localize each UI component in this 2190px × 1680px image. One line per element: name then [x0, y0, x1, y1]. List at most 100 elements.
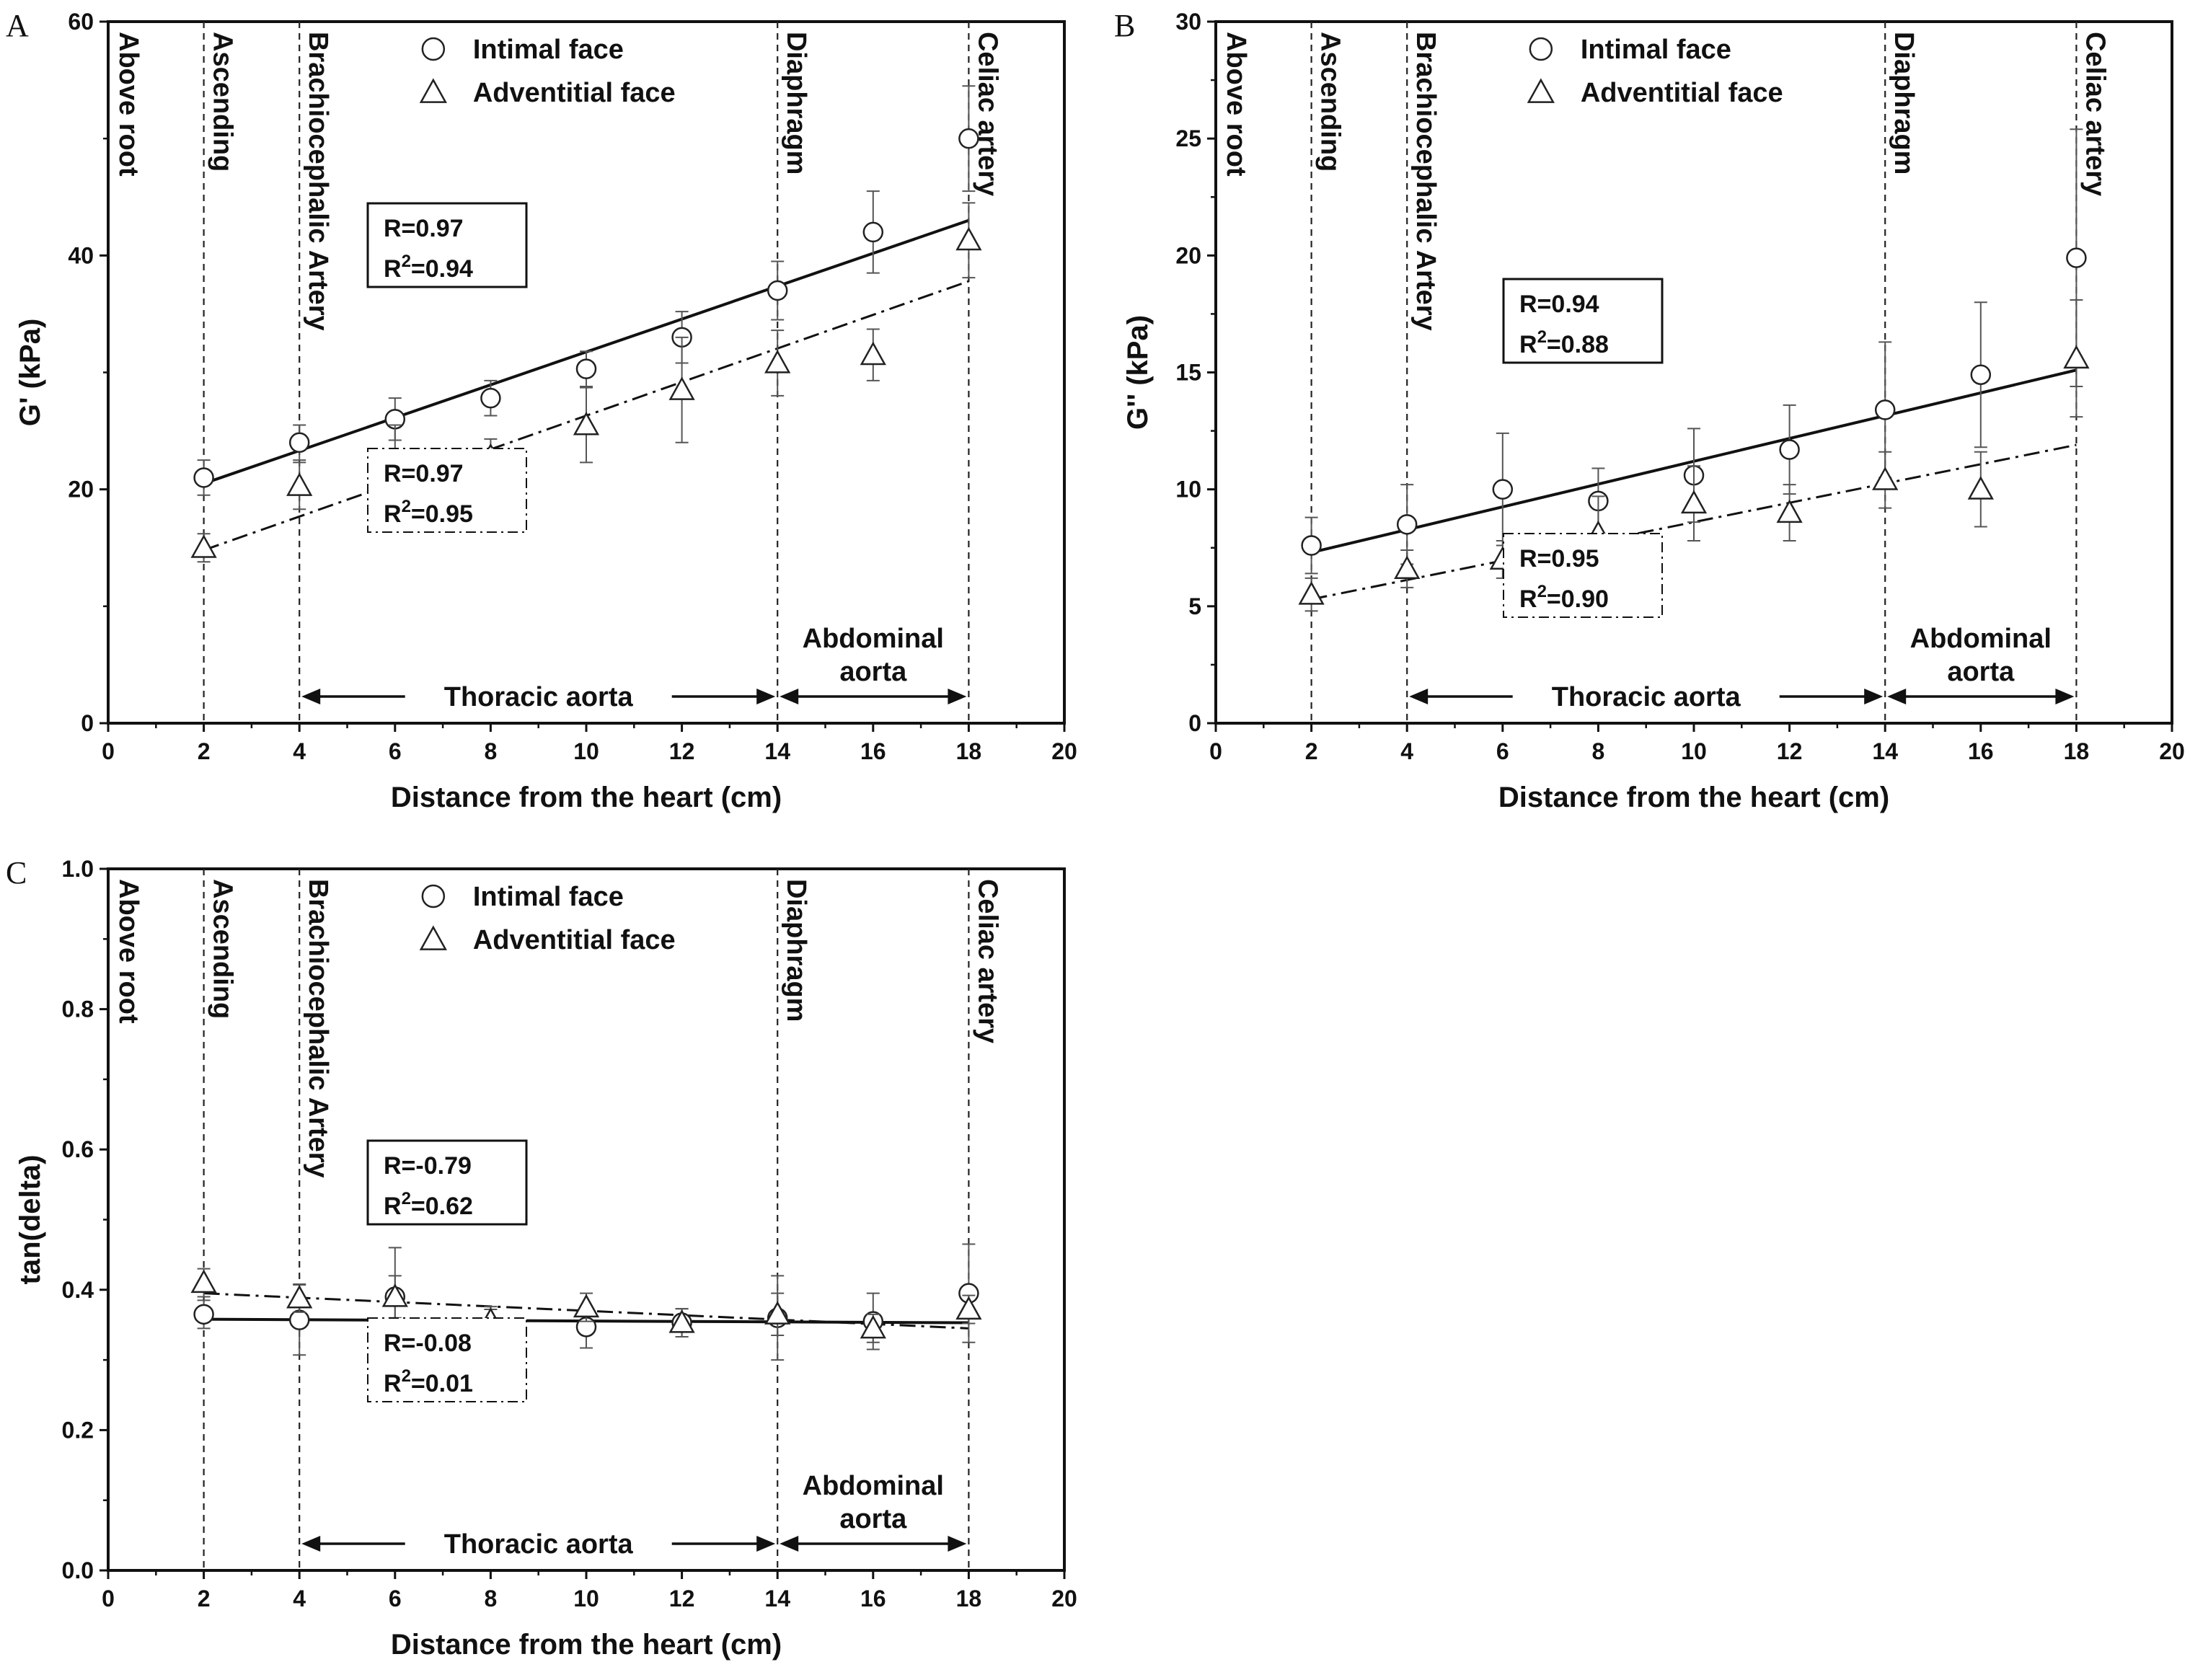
vline-label: Diaphragm — [1889, 32, 1919, 174]
legend-marker-triangle — [419, 78, 447, 103]
vline-label: Brachiocephalic Artery — [303, 32, 333, 331]
y-tick-label: 40 — [68, 242, 94, 268]
data-point-triangle — [381, 1283, 408, 1307]
region-arrowhead-right — [948, 689, 967, 704]
stat-box — [1503, 533, 1663, 618]
x-tick-label: 8 — [1592, 738, 1605, 764]
region-arrowhead-left — [780, 689, 799, 704]
vline-label: Brachiocephalic Artery — [1410, 32, 1441, 331]
data-point-circle — [2066, 247, 2087, 268]
data-point-circle — [1970, 364, 1992, 385]
vline-label: Ascending — [208, 879, 238, 1019]
x-tick-label: 10 — [1681, 738, 1707, 764]
y-tick-label: 0.6 — [62, 1136, 94, 1162]
x-axis-label: Distance from the heart (cm) — [1498, 782, 1889, 813]
stat-box — [366, 202, 528, 288]
stat-box — [367, 448, 527, 533]
region-arrowhead-left — [301, 689, 321, 704]
chart-panel-a: A Above root Ascending Brachiocephalic Arte… — [6, 8, 1077, 813]
vline-label: Above root — [113, 879, 144, 1024]
region-arrowhead-right — [756, 1536, 776, 1552]
region-label: Abdominal — [803, 1471, 944, 1501]
data-point-triangle — [1872, 467, 1899, 490]
stat-r2: R2=0.95 — [384, 497, 473, 528]
legend-marker-triangle — [1527, 78, 1555, 103]
x-tick-label: 6 — [1496, 738, 1509, 764]
region-arrowhead-right — [2055, 689, 2075, 704]
panel-letter: B — [1114, 8, 1135, 43]
data-point-triangle — [1967, 476, 1994, 500]
y-tick-label: 60 — [68, 9, 94, 35]
region-label: Abdominal — [803, 624, 944, 654]
y-tick-label: 25 — [1175, 125, 1201, 151]
y-tick-label: 15 — [1175, 360, 1201, 386]
region-label: Thoracic aorta — [444, 682, 634, 712]
data-point-triangle — [860, 341, 886, 366]
x-tick-label: 12 — [1777, 738, 1803, 764]
x-axis-label: Distance from the heart (cm) — [391, 782, 782, 813]
data-point-triangle — [955, 1296, 982, 1320]
region-label-bg — [405, 679, 672, 714]
x-tick-label: 20 — [2159, 738, 2185, 764]
series-adventitial — [190, 202, 982, 563]
x-tick-label: 0 — [102, 1586, 115, 1612]
y-axis-label: G'' (kPa) — [1122, 315, 1154, 430]
data-point-triangle — [764, 1301, 791, 1325]
data-point-circle — [1396, 514, 1418, 535]
region-label-bg — [405, 1526, 672, 1561]
x-tick-label: 8 — [485, 738, 498, 764]
data-point-triangle — [668, 376, 695, 400]
y-tick-label: 1.0 — [62, 856, 94, 882]
legend-marker-triangle — [419, 925, 447, 950]
region-arrowhead-left — [301, 1536, 321, 1552]
x-tick-label: 10 — [573, 1586, 599, 1612]
legend-label: Adventitial face — [473, 925, 676, 955]
data-point-triangle — [1298, 581, 1325, 605]
fit-line-adventitial — [1311, 443, 2077, 601]
stat-r: R=-0.79 — [384, 1152, 472, 1180]
data-point-circle — [288, 1309, 310, 1330]
x-tick-label: 14 — [1872, 738, 1898, 764]
region-label: aorta — [1947, 657, 2015, 687]
region-label: aorta — [839, 657, 907, 687]
data-point-circle — [1779, 439, 1800, 460]
data-point-circle — [288, 432, 310, 454]
stat-r: R=0.94 — [1519, 291, 1599, 318]
x-tick-label: 4 — [293, 1586, 306, 1612]
panel-letter: C — [6, 855, 27, 890]
y-tick-label: 0.0 — [62, 1557, 94, 1583]
legend-label: Adventitial face — [1581, 78, 1783, 108]
data-point-triangle — [764, 349, 791, 373]
vline-label: Above root — [1221, 32, 1251, 177]
data-point-circle — [862, 221, 884, 243]
data-point-triangle — [573, 411, 600, 436]
stat-box — [366, 1139, 528, 1226]
x-tick-label: 10 — [573, 738, 599, 764]
fit-line-adventitial — [203, 1292, 969, 1330]
x-tick-label: 16 — [860, 738, 886, 764]
x-tick-label: 8 — [485, 1586, 498, 1612]
data-point-triangle — [286, 1284, 313, 1309]
stat-r2: R2=0.62 — [384, 1189, 473, 1220]
data-point-triangle — [668, 1309, 695, 1333]
stat-r: R=-0.08 — [384, 1330, 472, 1357]
data-point-triangle — [573, 1294, 600, 1318]
stat-box — [1502, 278, 1664, 364]
x-tick-label: 14 — [764, 1586, 790, 1612]
stat-r2: R2=0.88 — [1519, 327, 1609, 358]
data-point-circle — [575, 358, 597, 379]
chart-panel-b: B Above root Ascending Brachiocephalic Arte… — [1114, 8, 2185, 813]
y-tick-label: 0.2 — [62, 1417, 94, 1443]
vline-label: Brachiocephalic Artery — [303, 879, 333, 1178]
legend-marker-circle — [421, 37, 446, 61]
x-tick-label: 18 — [956, 738, 982, 764]
data-point-circle — [193, 1304, 214, 1325]
data-point-triangle — [2063, 345, 2090, 369]
x-tick-label: 0 — [102, 738, 115, 764]
region-label: aorta — [839, 1504, 907, 1534]
data-point-circle — [1492, 479, 1514, 500]
x-axis-label: Distance from the heart (cm) — [391, 1629, 782, 1661]
stat-r: R=0.97 — [384, 460, 464, 487]
